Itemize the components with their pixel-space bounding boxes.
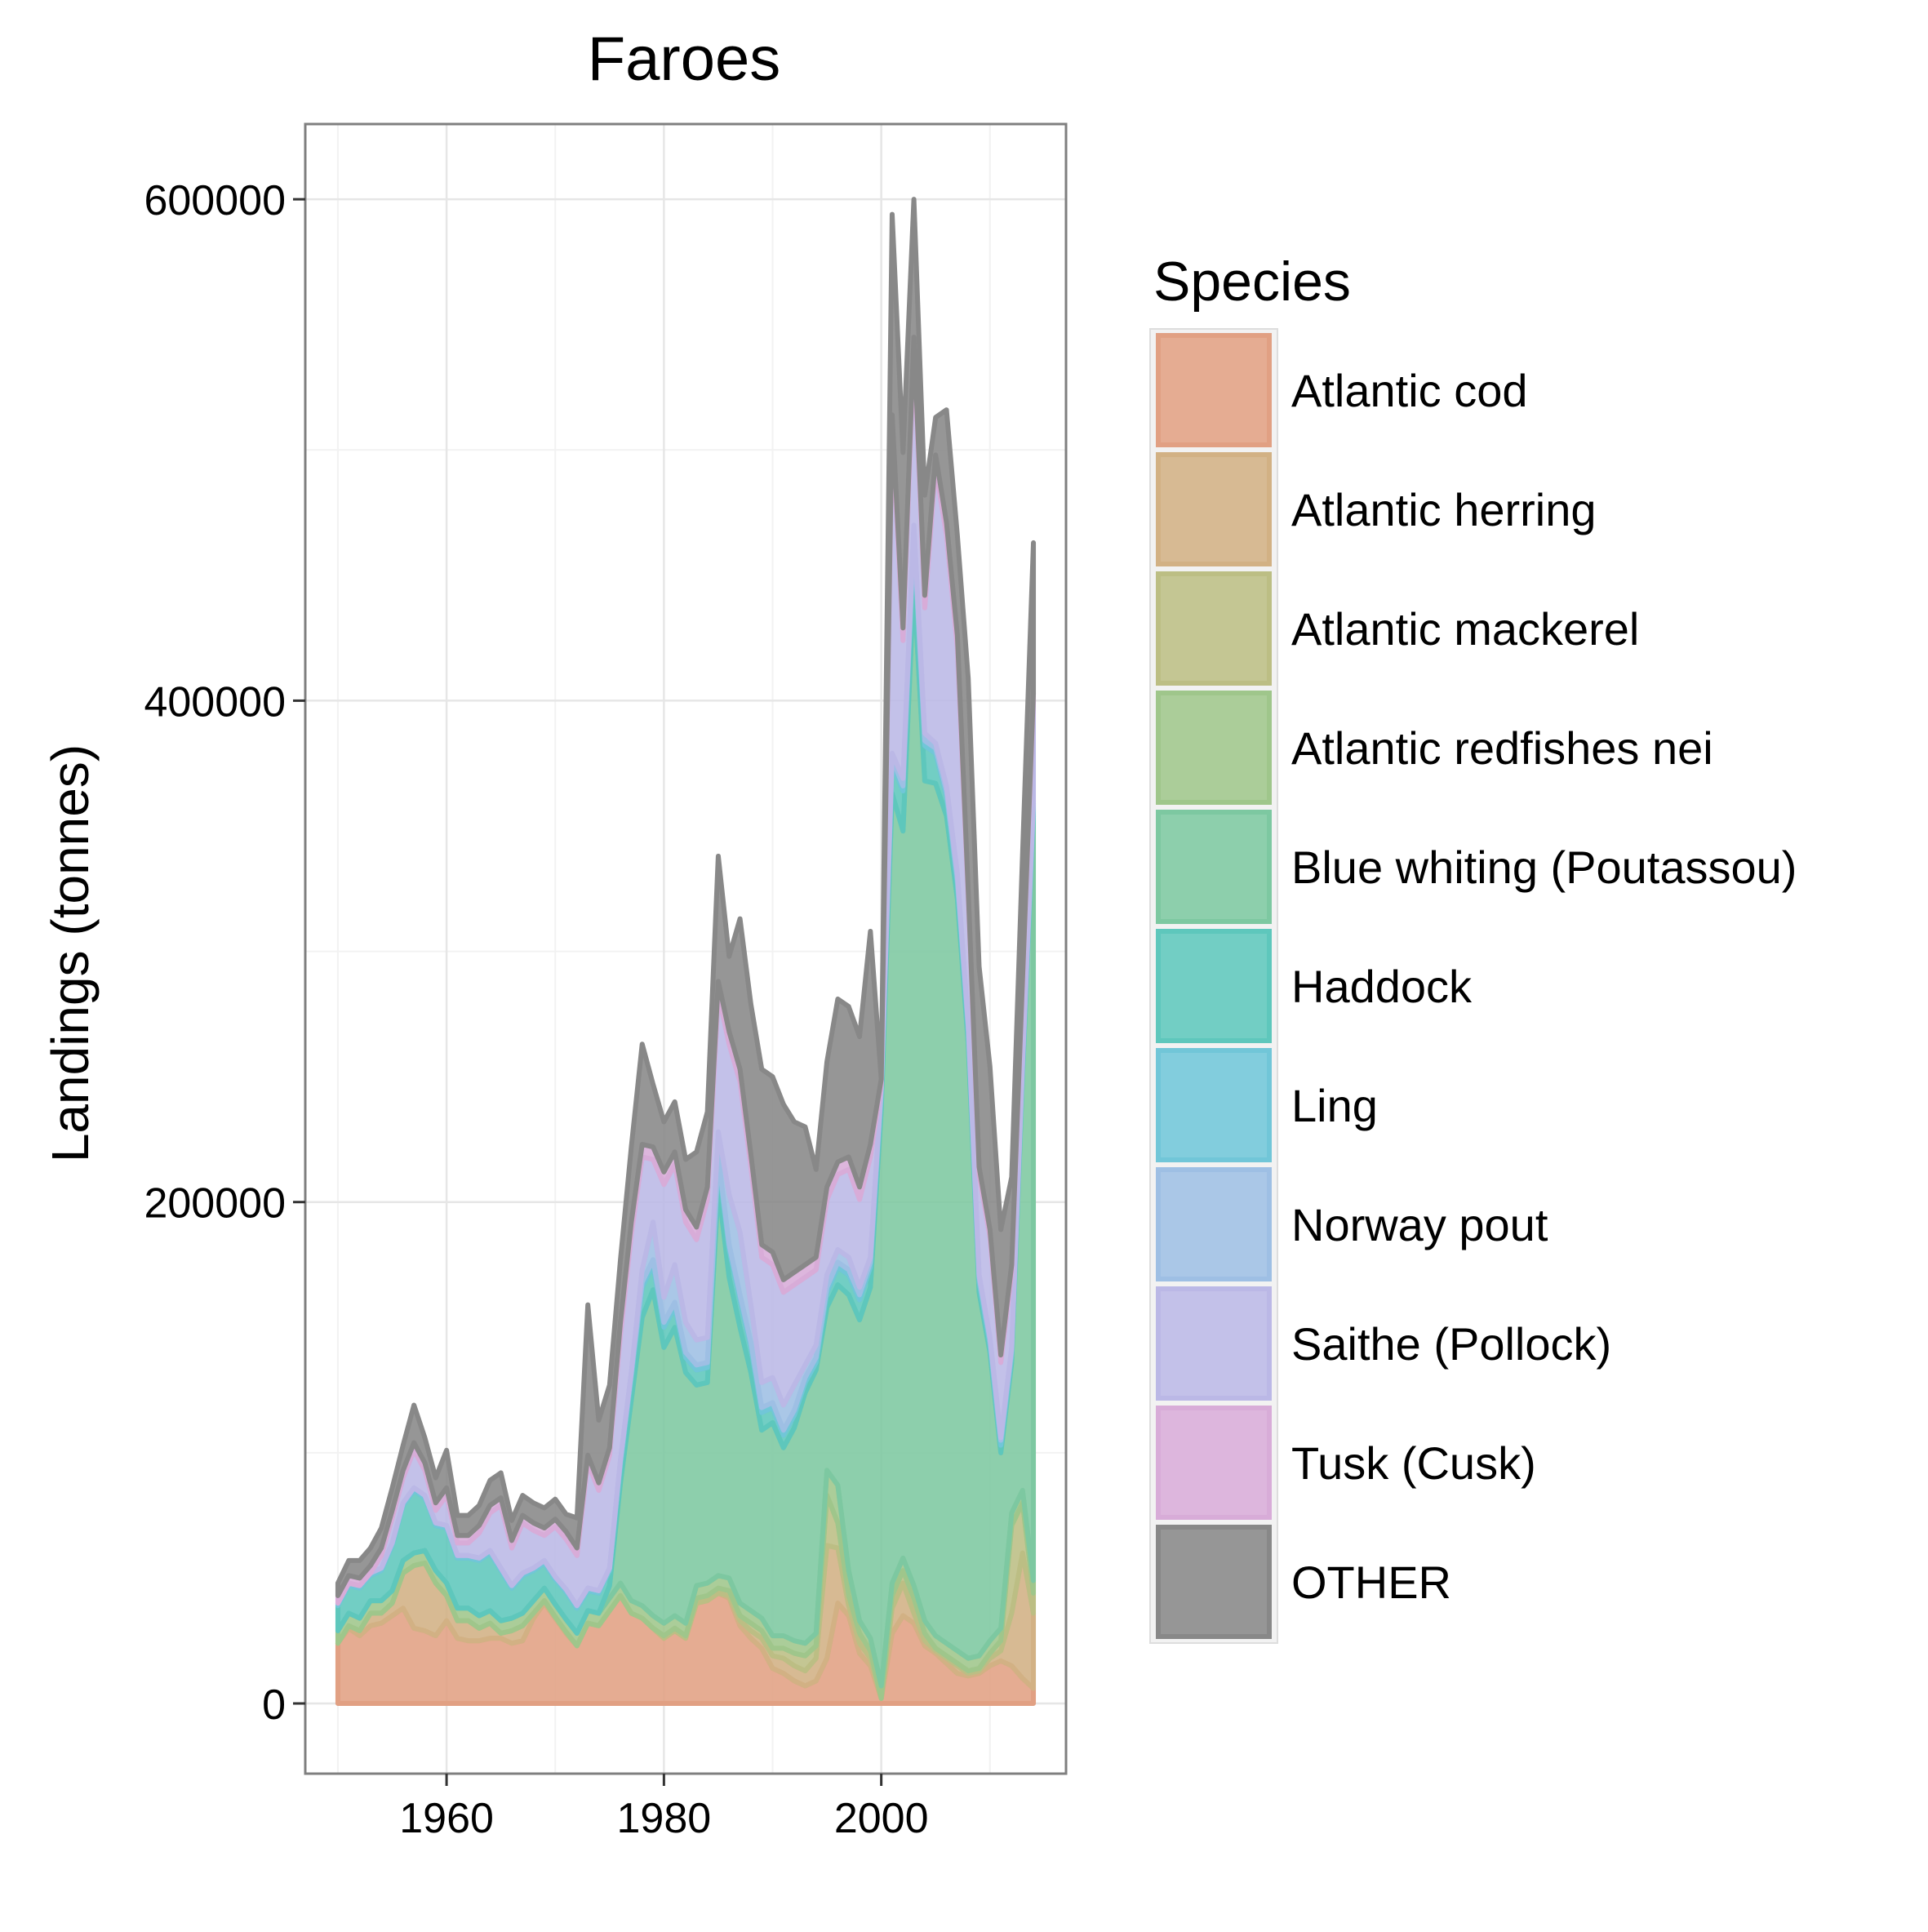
legend-swatch-atlantic-cod xyxy=(1156,333,1272,447)
y-tick-label: 400000 xyxy=(144,678,286,726)
y-tick-label: 600000 xyxy=(144,177,286,224)
legend-label-saithe-pollock: Saithe (Pollock) xyxy=(1291,1318,1611,1370)
x-tick-label: 2000 xyxy=(834,1795,929,1842)
legend-swatch-norway-pout xyxy=(1156,1167,1272,1281)
x-tick-label: 1980 xyxy=(617,1795,712,1842)
legend-label-norway-pout: Norway pout xyxy=(1291,1199,1548,1250)
y-tick-label: 0 xyxy=(262,1681,286,1729)
legend-label-tusk-cusk: Tusk (Cusk) xyxy=(1291,1437,1536,1489)
axes: 0 200000 400000 600000 1960 1980 2000 xyxy=(144,122,1068,1842)
legend-swatch-atlantic-redfishes-nei xyxy=(1156,691,1272,805)
legend-label-other: OTHER xyxy=(1291,1557,1451,1608)
legend-swatch-haddock xyxy=(1156,929,1272,1043)
chart-title: Faroes xyxy=(588,24,781,94)
y-axis-label: Landings (tonnes) xyxy=(41,744,100,1162)
legend-swatch-saithe-pollock xyxy=(1156,1286,1272,1401)
y-tick-label: 200000 xyxy=(144,1180,286,1228)
legend-label-haddock: Haddock xyxy=(1291,961,1473,1012)
area-other xyxy=(335,197,1037,1598)
legend-swatch-ling xyxy=(1156,1048,1272,1162)
legend: Species Atlantic cod Atlantic herring Atla… xyxy=(1149,251,1797,1644)
legend-label-ling: Ling xyxy=(1291,1080,1378,1131)
legend-title: Species xyxy=(1153,251,1351,313)
legend-swatch-atlantic-mackerel xyxy=(1156,571,1272,686)
legend-swatch-tusk-cusk xyxy=(1156,1406,1272,1520)
legend-label-atlantic-herring: Atlantic herring xyxy=(1291,484,1597,535)
legend-label-atlantic-mackerel: Atlantic mackerel xyxy=(1291,603,1639,655)
legend-swatch-atlantic-herring xyxy=(1156,452,1272,566)
stacked-areas xyxy=(335,197,1037,1706)
legend-swatch-other xyxy=(1156,1525,1272,1639)
x-tick-label: 1960 xyxy=(399,1795,494,1842)
legend-label-atlantic-redfishes-nei: Atlantic redfishes nei xyxy=(1291,722,1713,774)
legend-label-blue-whiting-poutassou: Blue whiting (Poutassou) xyxy=(1291,842,1797,893)
panel-border xyxy=(304,122,1068,1775)
legend-label-atlantic-cod: Atlantic cod xyxy=(1291,365,1528,416)
legend-swatch-blue-whiting-poutassou xyxy=(1156,810,1272,924)
